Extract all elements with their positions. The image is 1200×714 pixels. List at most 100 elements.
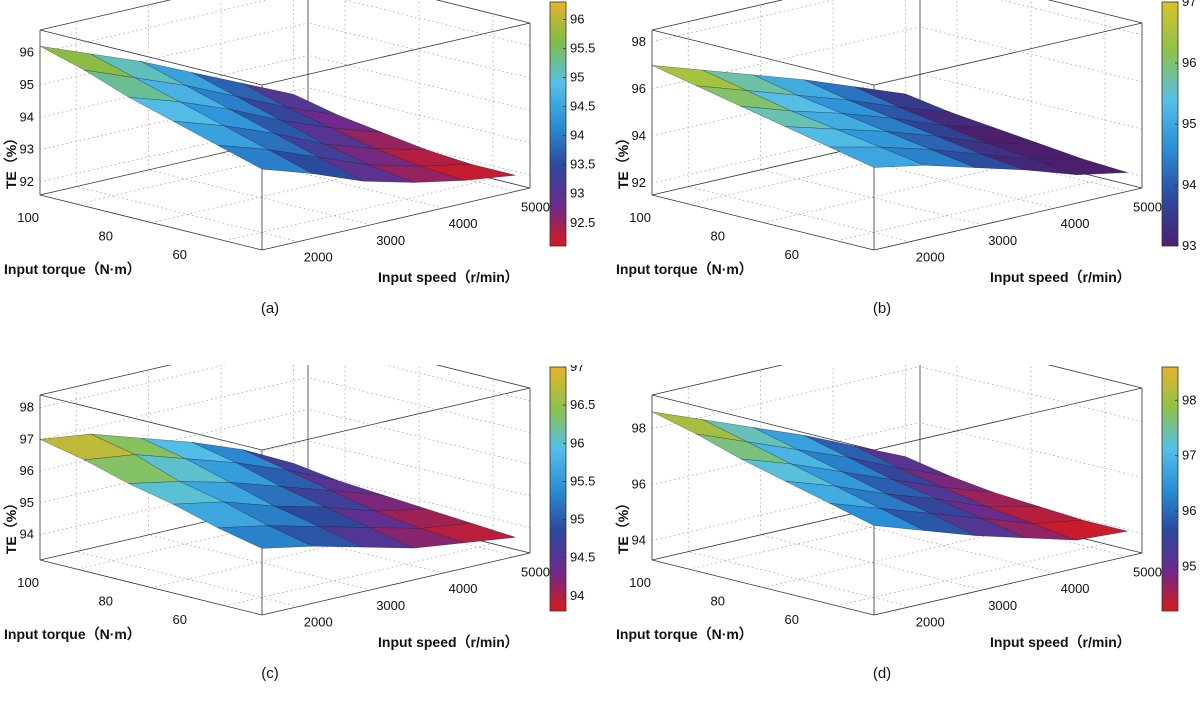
- colorbar-tick-label: 97: [1182, 0, 1196, 9]
- colorbar-tick-label: 98: [1182, 392, 1196, 407]
- grid-line: [39, 22, 309, 86]
- grid: [651, 365, 1143, 607]
- surface-patch: [420, 522, 516, 543]
- colorbar-tick-label: 95: [570, 70, 584, 85]
- colorbar: 98 97 96 95: [1161, 366, 1196, 612]
- z-tick-label: 96: [20, 45, 34, 60]
- grid-line: [150, 525, 420, 588]
- x-tick-label: 2000: [916, 250, 945, 265]
- y-tick-label: 80: [99, 594, 113, 609]
- z-tick-label: 96: [632, 81, 646, 96]
- grid-line: [651, 478, 921, 541]
- z-axis-title: TE（%）: [3, 496, 19, 554]
- grid-line: [760, 534, 983, 591]
- grid-line: [39, 0, 269, 53]
- axes-box-edge: [1047, 365, 1143, 389]
- y-tick-label: 80: [99, 229, 113, 244]
- axes-box-edge: [39, 365, 172, 396]
- grid-line: [150, 160, 420, 223]
- axes-box-edge: [261, 387, 531, 451]
- z-tick-label: 92: [20, 174, 34, 189]
- caption-a: (a): [260, 300, 280, 317]
- z-tick-label: 93: [20, 142, 34, 157]
- colorbar: 96 95.5 95 94.5 94 93.5 93 92.5: [549, 1, 595, 247]
- z-axis-title: TE（%）: [615, 496, 631, 554]
- colorbar: 97 96 95 94 93: [1161, 0, 1196, 253]
- colorbar-tick-label: 93.5: [570, 157, 595, 172]
- colorbar-tick-label: 94: [570, 588, 584, 603]
- x-tick-label: 3000: [376, 233, 405, 248]
- grid-line: [39, 440, 309, 504]
- caption-c: (c): [261, 665, 279, 682]
- colorbar: 97 96.5 96 95.5 95 94.5 94: [549, 365, 595, 612]
- grid-line: [762, 525, 1032, 588]
- grid-line: [39, 365, 226, 408]
- z-tick-label: 94: [632, 532, 646, 547]
- x-tick-label: 2000: [916, 615, 945, 630]
- x-tick-label: 5000: [1133, 199, 1162, 214]
- z-axis-title: TE（%）: [615, 131, 631, 189]
- x-tick-label: 4000: [449, 216, 478, 231]
- axes-box-edge: [1047, 0, 1143, 24]
- y-tick-label: 100: [17, 575, 39, 590]
- colorbar-tick-label: 94.5: [570, 99, 595, 114]
- colorbar-tick-label: 95: [570, 512, 584, 527]
- colorbar-tick-label: 95: [1182, 116, 1196, 131]
- axes-box-edge: [651, 29, 875, 86]
- x-tick-label: 3000: [988, 598, 1017, 613]
- z-tick-label: 98: [632, 34, 646, 49]
- z-tick-label: 96: [20, 463, 34, 478]
- grid-line: [76, 506, 346, 570]
- y-tick-label: 100: [629, 575, 651, 590]
- surface-chart-a: 96 95 94 93 92 100 80 60 2000 3000 4000 5000 TE（%） In…: [3, 0, 595, 285]
- grid-line: [836, 543, 1106, 607]
- colorbar-tick-label: 96: [1182, 503, 1196, 518]
- colorbar-tick-label: 96: [570, 435, 584, 450]
- z-tick-label: 95: [20, 495, 34, 510]
- y-tick-label: 60: [785, 612, 799, 627]
- axes-box-edge: [873, 22, 1143, 86]
- caption-d: (d): [872, 665, 892, 682]
- caption-b: (b): [872, 300, 892, 317]
- x-tick-label: 4000: [449, 581, 478, 596]
- colorbar-tick-label: 97: [1182, 448, 1196, 463]
- y-axis-title: Input torque（N·m）: [4, 261, 141, 277]
- y-tick-label: 100: [17, 210, 39, 225]
- colorbar-tick-label: 95.5: [570, 40, 595, 55]
- axes-box-edge: [435, 0, 531, 24]
- surface-patch: [1032, 519, 1128, 541]
- surface: [39, 45, 516, 183]
- grid-line: [39, 87, 309, 150]
- colorbar-tick-label: 94.5: [570, 550, 595, 565]
- colorbar-tick-label: 93: [1182, 238, 1196, 253]
- surface-chart-d: 98 96 94 100 80 60 2000 3000 4000 5000 TE（%） Input …: [615, 365, 1196, 650]
- x-axis-title: Input speed（r/min）: [378, 269, 519, 285]
- colorbar-tick-label: 92.5: [570, 215, 595, 230]
- colorbar-tick-label: 97: [570, 365, 584, 374]
- grid-line: [651, 73, 921, 137]
- surface-chart-b: 98 96 94 92 100 80 60 2000 3000 4000 5000 TE（%） Inpu…: [615, 0, 1196, 285]
- x-tick-label: 4000: [1061, 216, 1090, 231]
- axes-box-edge: [651, 0, 784, 31]
- surface: [39, 433, 516, 549]
- grid-line: [651, 366, 921, 429]
- grid-line: [148, 169, 371, 226]
- x-tick-label: 2000: [304, 250, 333, 265]
- z-axis-title: TE（%）: [3, 131, 19, 189]
- colorbar-tick-label: 96: [570, 11, 584, 26]
- y-tick-label: 60: [785, 247, 799, 262]
- axes-box-edge: [873, 552, 1143, 616]
- surface: [651, 65, 1128, 176]
- x-tick-label: 3000: [376, 598, 405, 613]
- surface: [651, 411, 1128, 541]
- grid-line: [836, 178, 1106, 242]
- colorbar-gradient: [549, 366, 567, 612]
- axes-box-edge: [261, 22, 531, 86]
- surface-patch: [420, 163, 516, 181]
- y-tick-label: 100: [629, 210, 651, 225]
- axes-box-edge: [873, 187, 1143, 251]
- grid-line: [39, 55, 309, 118]
- panel-b: 98 96 94 92 100 80 60 2000 3000 4000 5000 TE（%） Inpu…: [612, 0, 1200, 349]
- grid-line: [39, 119, 309, 183]
- y-tick-label: 60: [173, 612, 187, 627]
